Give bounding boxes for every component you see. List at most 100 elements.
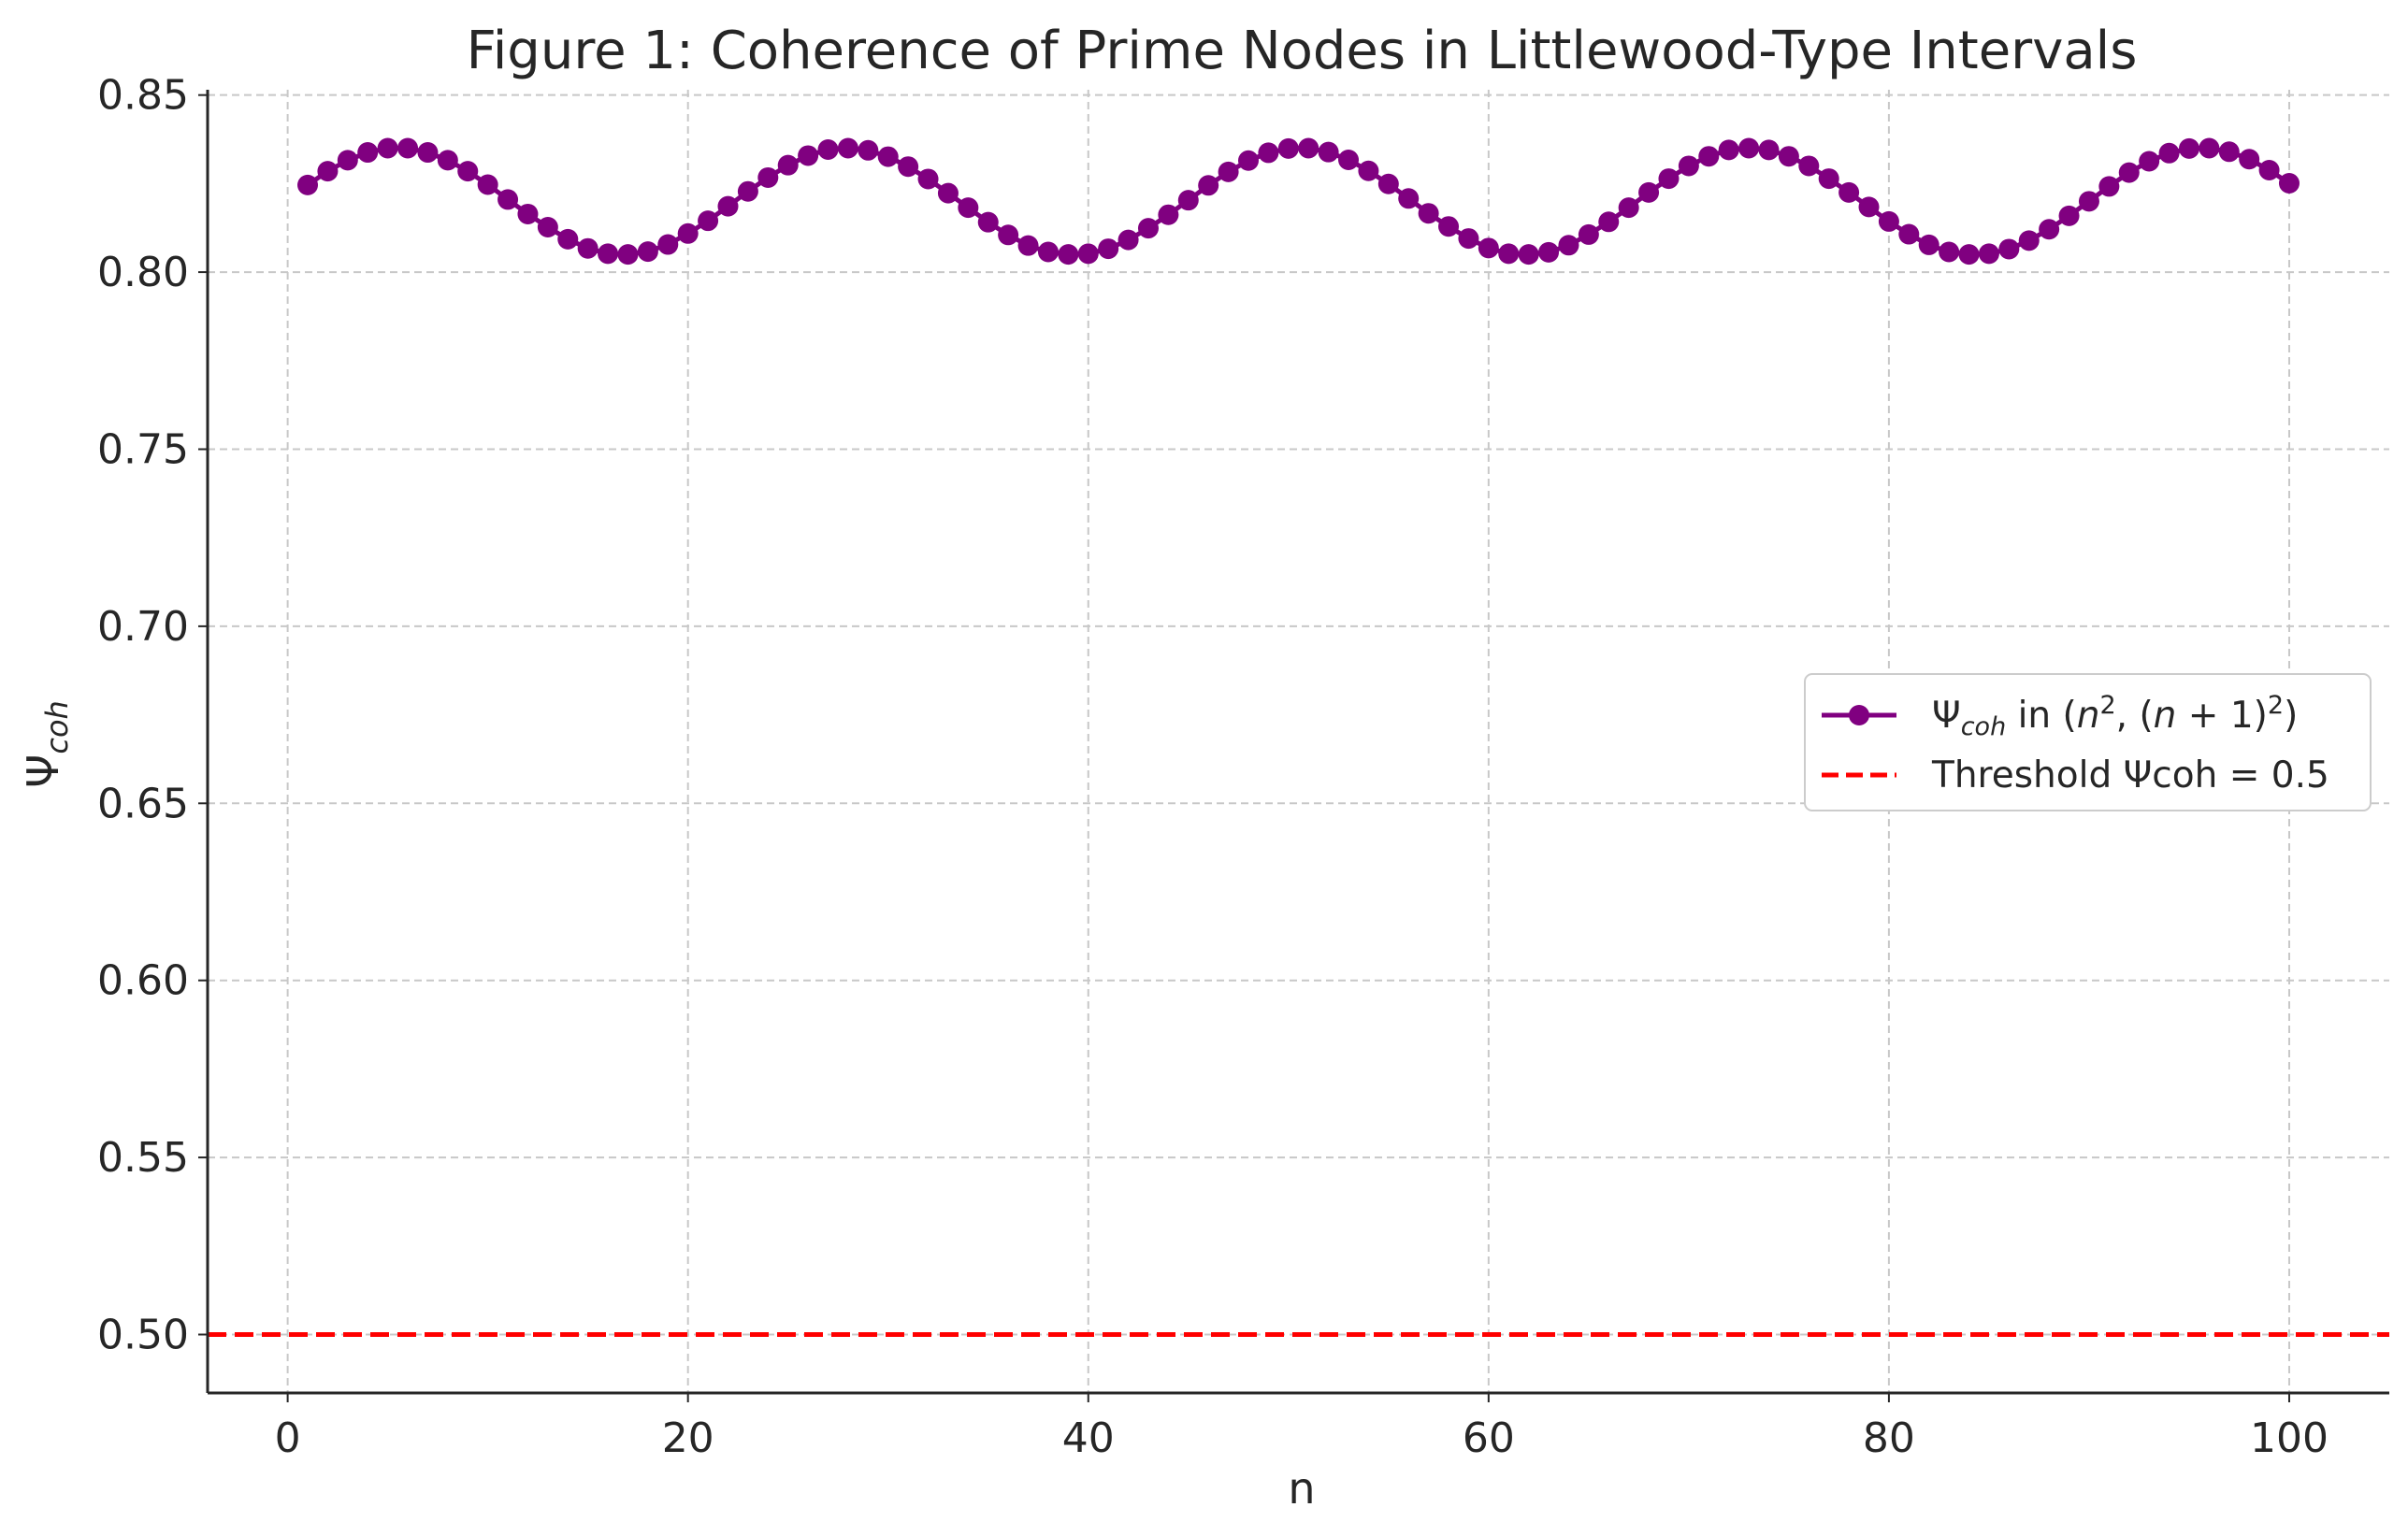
- data-point: [1939, 241, 1960, 263]
- data-point: [877, 146, 899, 167]
- x-tick-label: 80: [1863, 1414, 1915, 1462]
- y-tick-label: 0.50: [97, 1311, 189, 1358]
- data-point: [1338, 150, 1360, 171]
- data-point: [837, 137, 858, 159]
- data-point: [357, 142, 379, 164]
- legend-series-marker-swatch: [1849, 705, 1869, 725]
- legend-box: [1804, 673, 2372, 811]
- data-point: [1377, 173, 1399, 194]
- data-point: [1237, 150, 1259, 171]
- data-point: [698, 210, 719, 232]
- data-point: [1618, 197, 1639, 219]
- data-point: [1398, 188, 1420, 209]
- data-point: [1698, 146, 1720, 167]
- data-point: [1358, 160, 1379, 181]
- data-point: [1177, 190, 1199, 211]
- data-point: [377, 137, 398, 159]
- data-point: [2178, 137, 2199, 159]
- y-tick-label: 0.60: [97, 957, 189, 1005]
- data-point: [757, 166, 779, 188]
- axes: [206, 90, 2389, 1395]
- data-point: [1718, 139, 1739, 161]
- data-point: [1458, 228, 1479, 250]
- data-point: [1137, 218, 1159, 239]
- data-point: [317, 161, 339, 182]
- data-point: [2258, 159, 2280, 180]
- data-point: [1478, 237, 1499, 259]
- data-point: [1298, 137, 1319, 159]
- data-point: [457, 161, 479, 182]
- data-point: [1418, 203, 1439, 224]
- data-point: [517, 203, 539, 224]
- data-point: [1218, 161, 1239, 182]
- data-point: [2039, 219, 2060, 240]
- y-tick-label: 0.55: [97, 1134, 189, 1182]
- data-point: [1818, 168, 1839, 190]
- chart-title: Figure 1: Coherence of Prime Nodes in Li…: [467, 21, 2138, 81]
- legend: Ψcoh in (n2, (n + 1)2) Threshold Ψcoh = …: [1804, 673, 2372, 811]
- y-tick-label: 0.85: [97, 72, 189, 120]
- data-point: [598, 243, 619, 265]
- y-tick-label: 0.65: [97, 780, 189, 827]
- x-tick-label: 60: [1463, 1414, 1515, 1462]
- data-point: [477, 174, 498, 195]
- x-tick-label: 100: [2250, 1414, 2329, 1462]
- data-point: [1498, 243, 1520, 265]
- data-point: [1258, 142, 1279, 164]
- data-point: [2139, 151, 2160, 172]
- data-point: [798, 145, 819, 166]
- data-point: [417, 142, 439, 164]
- data-point: [397, 137, 419, 159]
- data-point: [1277, 137, 1299, 159]
- data-point: [1438, 216, 1460, 237]
- data-point: [817, 139, 839, 161]
- data-point: [1678, 155, 1699, 177]
- x-axis-ticks: 0 20 40 60 80 100: [275, 1393, 2329, 1462]
- data-point: [577, 237, 598, 259]
- data-point: [1958, 244, 1980, 266]
- data-point: [1198, 175, 1219, 196]
- data-point: [2018, 230, 2040, 251]
- data-point: [1638, 181, 1660, 203]
- data-point: [1017, 235, 1039, 256]
- data-point: [898, 156, 919, 178]
- legend-threshold-label: Threshold Ψcoh = 0.5: [1931, 754, 2329, 797]
- x-tick-label: 0: [275, 1414, 301, 1462]
- data-point: [657, 234, 679, 255]
- data-point: [1117, 229, 1139, 251]
- data-point: [2199, 137, 2220, 159]
- data-point: [1518, 244, 1539, 266]
- data-point: [858, 139, 879, 161]
- data-point: [917, 168, 939, 190]
- y-tick-label: 0.80: [97, 249, 189, 296]
- data-point: [2278, 173, 2300, 194]
- data-point: [2239, 149, 2260, 170]
- data-point: [2098, 176, 2120, 197]
- data-point: [737, 180, 758, 202]
- data-point: [557, 228, 579, 250]
- data-point: [1058, 244, 1079, 266]
- data-point: [1037, 241, 1059, 263]
- y-axis-label-subscript: coh: [39, 700, 75, 754]
- data-point: [337, 150, 358, 171]
- x-tick-label: 20: [662, 1414, 714, 1462]
- data-point: [1758, 139, 1780, 161]
- data-point: [1578, 223, 1599, 245]
- y-tick-label: 0.70: [97, 603, 189, 651]
- data-point: [1077, 243, 1099, 265]
- data-point: [937, 182, 959, 204]
- data-point: [297, 174, 319, 195]
- data-point: [1598, 211, 1620, 233]
- data-point: [1878, 210, 1899, 232]
- legend-series-label: Ψcoh in (n2, (n + 1)2): [1932, 691, 2298, 741]
- x-tick-label: 40: [1062, 1414, 1115, 1462]
- data-point: [777, 154, 799, 176]
- data-point: [1998, 238, 2020, 260]
- data-point: [2118, 162, 2140, 183]
- coherence-series: [297, 137, 2300, 266]
- data-point: [2078, 191, 2099, 212]
- data-point: [1098, 238, 1119, 260]
- data-point: [2158, 142, 2180, 164]
- data-point: [497, 189, 519, 210]
